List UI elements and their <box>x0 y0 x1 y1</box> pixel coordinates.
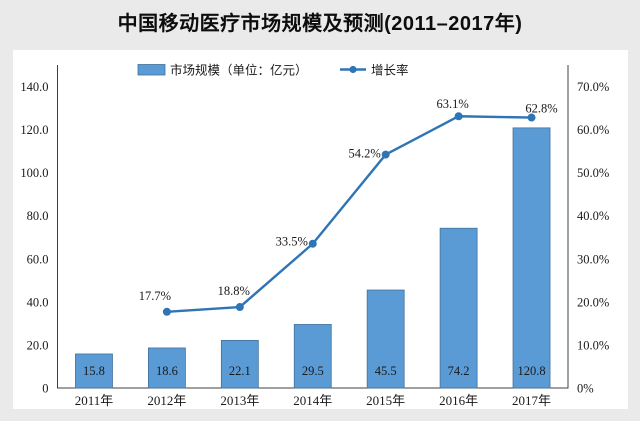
legend: 市场规模（单位：亿元） 增长率 <box>137 63 409 78</box>
growth-line <box>165 115 533 313</box>
bar <box>75 353 113 389</box>
line-marker <box>162 307 171 316</box>
bar <box>220 340 259 389</box>
line-marker <box>381 150 390 159</box>
x-axis-category-label: 2011年 <box>75 393 114 408</box>
y-axis-left-tick-label: 120.0 <box>20 123 48 137</box>
x-axis-category-label: 2015年 <box>366 393 405 408</box>
line-value-label: 18.8% <box>218 284 250 298</box>
legend-line-label: 增长率 <box>371 63 409 78</box>
y-axis-left-tick-label: 140.0 <box>20 80 48 94</box>
line-marker <box>454 112 463 121</box>
y-axis-left-tick-label: 100.0 <box>20 166 48 180</box>
chart-svg: 0 20.0 40.0 60.0 80.0 100.0 120.0 140.0 0% 10.0% 2… <box>20 63 609 409</box>
bar <box>366 289 405 389</box>
bar <box>439 227 478 389</box>
y-axis-right-tick-label: 40.0% <box>577 209 609 223</box>
line-value-label: 63.1% <box>436 97 468 111</box>
y-axis-right-tick-label: 30.0% <box>577 252 609 266</box>
x-axis-category-label: 2017年 <box>512 393 551 408</box>
x-axis-category-label: 2014年 <box>293 393 332 408</box>
x-axis-category-label: 2013年 <box>220 393 259 408</box>
line-value-label: 17.7% <box>139 289 171 303</box>
y-axis-left-tick-label: 40.0 <box>27 295 49 309</box>
y-axis-left-tick-label: 20.0 <box>27 338 49 352</box>
y-axis-left-tick-label: 60.0 <box>27 252 49 266</box>
x-axis-category-label: 2016年 <box>439 393 478 408</box>
y-axis-right-tick-label: 70.0% <box>577 80 609 94</box>
line-marker <box>308 239 317 248</box>
line-value-label: 54.2% <box>349 147 381 161</box>
y-axis-right-tick-label: 0% <box>577 382 594 396</box>
line-value-label: 62.8% <box>525 102 557 116</box>
y-axis-right-tick-label: 60.0% <box>577 123 609 137</box>
legend-line-dot <box>349 65 357 74</box>
x-axis-category-label: 2012年 <box>147 393 186 408</box>
bar <box>147 347 186 389</box>
y-axis-left-tick-label: 80.0 <box>27 209 49 223</box>
bar-value-label: 74.2 <box>448 364 470 378</box>
chart-title: 中国移动医疗市场规模及预测(2011–2017年) <box>117 13 523 35</box>
legend-bar-label: 市场规模（单位：亿元） <box>170 63 308 78</box>
legend-bar-swatch <box>137 64 166 76</box>
bar-value-label: 18.6 <box>156 364 178 378</box>
bar-value-label: 120.8 <box>517 364 545 378</box>
line-marker <box>527 113 536 122</box>
bar <box>512 127 551 389</box>
y-axis-right-tick-label: 10.0% <box>577 338 609 352</box>
y-axis-right-tick-label: 50.0% <box>577 166 609 180</box>
y-axis-right-tick-label: 20.0% <box>577 295 609 309</box>
chart-panel: 0 20.0 40.0 60.0 80.0 100.0 120.0 140.0 0% 10.0% 2… <box>13 50 628 409</box>
bar <box>293 324 332 389</box>
bar-value-label: 15.8 <box>83 364 105 378</box>
y-axis-left-tick-label: 0 <box>42 382 48 396</box>
bar-value-label: 22.1 <box>229 364 251 378</box>
bar-value-label: 45.5 <box>375 364 397 378</box>
line-value-label: 33.5% <box>276 235 308 249</box>
bar-value-label: 29.5 <box>302 364 324 378</box>
line-marker <box>235 303 244 312</box>
